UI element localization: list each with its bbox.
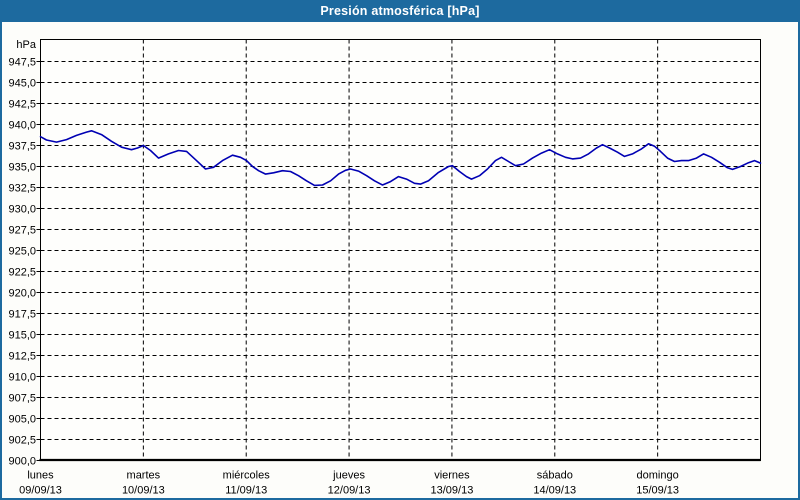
date-label: 13/09/13 <box>431 485 474 497</box>
y-tick-label: 932,5 <box>8 182 36 194</box>
y-tick-label: 947,5 <box>8 56 36 68</box>
gridlines <box>36 61 761 461</box>
y-tick-label: 927,5 <box>8 224 36 236</box>
y-tick-label: 912,5 <box>8 350 36 362</box>
y-tick-label: 930,0 <box>8 203 36 215</box>
y-tick-label: 922,5 <box>8 266 36 278</box>
date-label: 15/09/13 <box>636 485 679 497</box>
day-label: martes <box>127 470 161 482</box>
day-label: domingo <box>637 470 679 482</box>
day-label: miércoles <box>223 470 271 482</box>
chart-title: Presión atmosférica [hPa] <box>320 4 480 18</box>
day-label: lunes <box>27 470 54 482</box>
y-tick-label: 945,0 <box>8 77 36 89</box>
title-bar: Presión atmosférica [hPa] <box>2 2 798 22</box>
date-label: 11/09/13 <box>225 485 267 497</box>
y-axis-unit-label: hPa <box>16 39 36 51</box>
y-tick-label: 905,0 <box>8 413 36 425</box>
y-tick-label: 940,0 <box>8 119 36 131</box>
date-label: 10/09/13 <box>122 485 165 497</box>
y-tick-label: 907,5 <box>8 392 36 404</box>
date-label: 09/09/13 <box>19 485 62 497</box>
day-label: jueves <box>332 470 365 482</box>
y-tick-label: 925,0 <box>8 245 36 257</box>
y-tick-label: 910,0 <box>8 371 36 383</box>
y-tick-label: 900,0 <box>8 455 36 467</box>
day-label: viernes <box>434 470 470 482</box>
y-tick-label: 935,0 <box>8 161 36 173</box>
y-tick-label: 902,5 <box>8 434 36 446</box>
day-label: sábado <box>537 470 573 482</box>
y-tick-label: 937,5 <box>8 140 36 152</box>
pressure-line <box>39 130 762 187</box>
y-tick-label: 917,5 <box>8 308 36 320</box>
date-label: 14/09/13 <box>533 485 576 497</box>
y-tick-label: 920,0 <box>8 287 36 299</box>
y-tick-label: 942,5 <box>8 98 36 110</box>
y-tick-label: 915,0 <box>8 329 36 341</box>
date-label: 12/09/13 <box>328 485 371 497</box>
